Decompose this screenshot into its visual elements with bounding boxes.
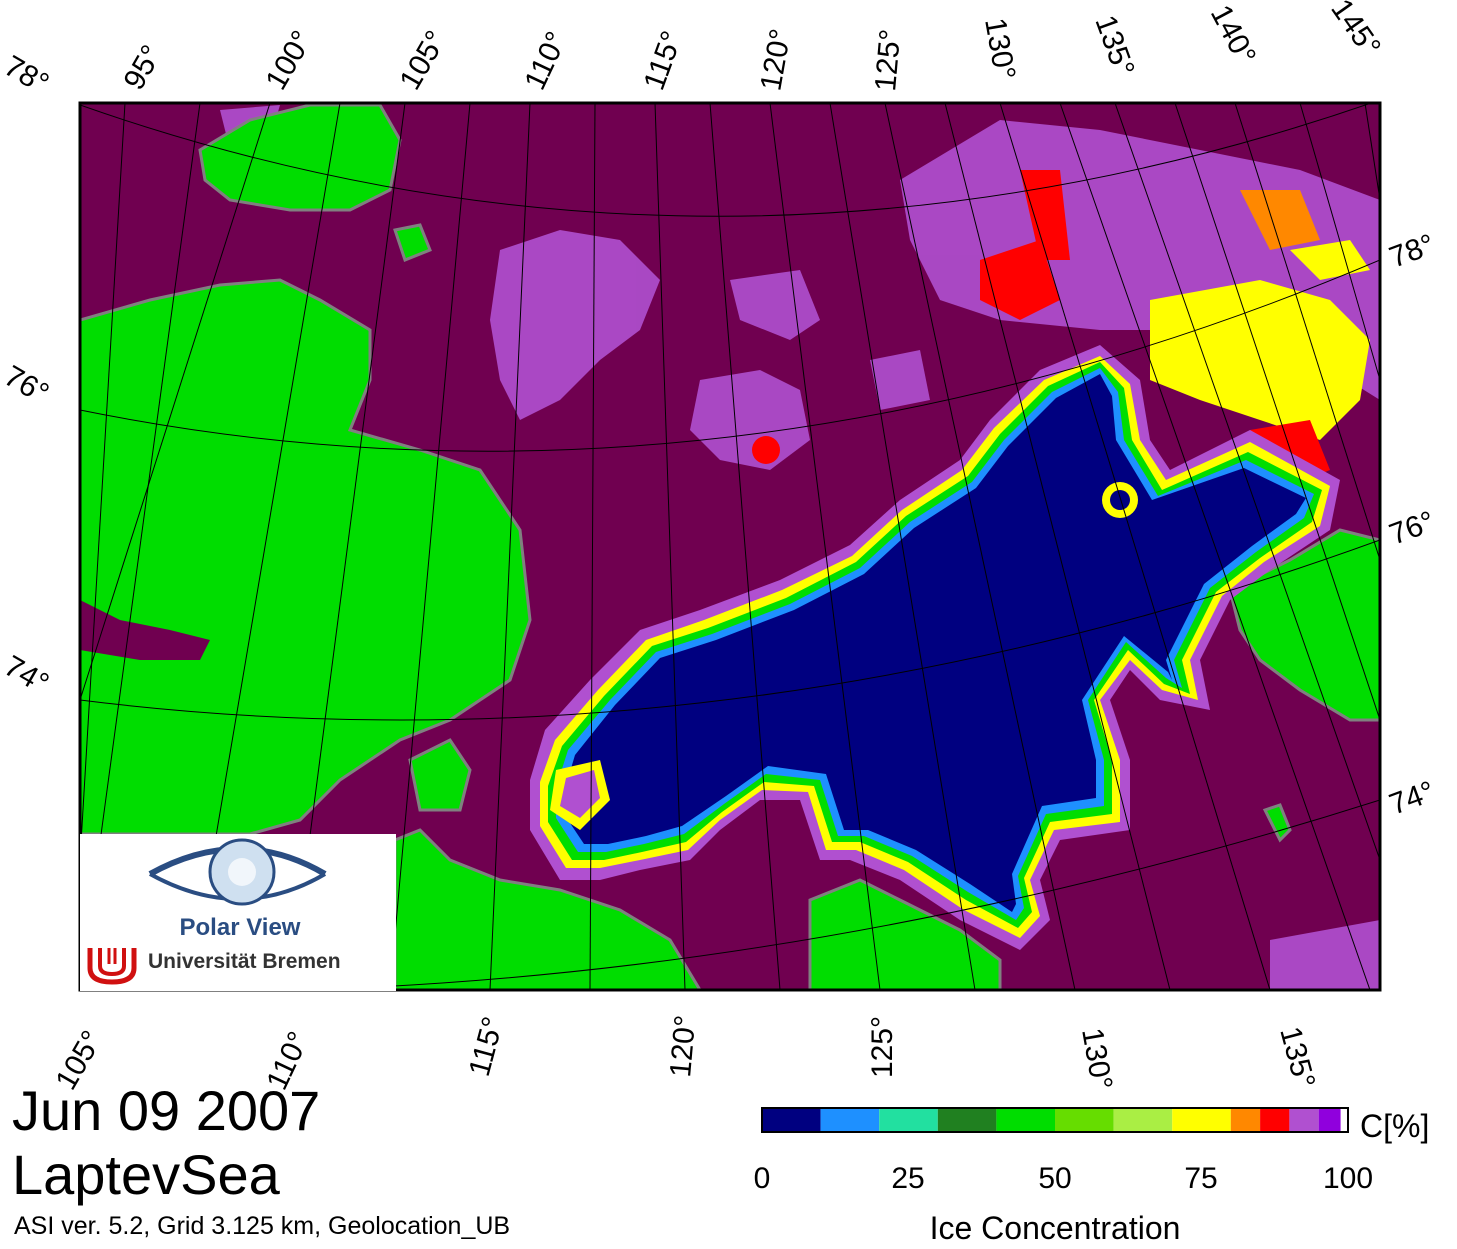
top-lon-label: 125°	[869, 28, 907, 93]
legend-color-cell	[937, 1108, 997, 1132]
top-lon-label: 140°	[1204, 0, 1262, 70]
legend-color-cell	[879, 1108, 938, 1132]
legend-frame	[761, 1107, 1349, 1133]
left-lat-label: 78°	[0, 49, 54, 100]
legend-color-cell	[1172, 1108, 1231, 1132]
legend-title: Ice Concentration	[929, 1210, 1181, 1246]
legend-color-cell	[1289, 1108, 1319, 1132]
map-date: Jun 09 2007	[12, 1079, 321, 1142]
right-lat-label: 74°	[1385, 775, 1439, 822]
legend-color-cell	[762, 1108, 821, 1132]
bottom-lon-label: 135°	[1273, 1023, 1321, 1091]
logo-name: Polar View	[179, 914, 301, 941]
map-subtitle: ASI ver. 5.2, Grid 3.125 km, Geolocation…	[14, 1212, 511, 1240]
legend-color-cell	[1230, 1108, 1261, 1132]
map-frame	[78, 101, 1382, 992]
legend-color-cell	[1055, 1108, 1114, 1132]
top-lon-label: 120°	[754, 26, 797, 93]
legend-ticks: 0 25 50 75 100	[754, 1162, 1373, 1195]
legend-tick: 0	[754, 1162, 771, 1195]
bottom-lon-label: 130°	[1075, 1025, 1118, 1092]
top-lon-label: 95°	[117, 40, 168, 96]
legend-color-cell	[1260, 1108, 1290, 1132]
legend-color-cell	[996, 1108, 1055, 1132]
legend-tick: 100	[1323, 1162, 1373, 1195]
right-lat-label: 78°	[1385, 228, 1439, 275]
left-lat-labels: 78° 76° 74°	[0, 49, 54, 700]
university-crest-icon	[87, 948, 137, 985]
legend-color-cell	[820, 1108, 880, 1132]
land-masses	[80, 103, 1380, 990]
left-lat-label: 74°	[0, 649, 54, 700]
left-lat-label: 76°	[0, 359, 54, 410]
top-lon-label: 115°	[638, 27, 689, 95]
graticule	[80, 103, 1380, 990]
top-lon-label: 110°	[518, 27, 573, 95]
bottom-lon-label: 125°	[866, 1016, 899, 1078]
top-lon-label: 105°	[393, 25, 453, 95]
top-lon-label: 130°	[978, 15, 1021, 82]
bottom-lon-label: 115°	[463, 1013, 510, 1079]
right-lat-label: 76°	[1385, 505, 1439, 552]
legend-color-cell	[1113, 1108, 1173, 1132]
top-lon-label: 145°	[1324, 0, 1387, 63]
eye-icon	[148, 838, 327, 906]
right-lat-labels: 78° 76° 74°	[1385, 228, 1439, 822]
map-region: LaptevSea	[12, 1143, 280, 1206]
legend-tick: 50	[1038, 1162, 1071, 1195]
top-lon-label: 135°	[1088, 11, 1140, 81]
legend-color-cell	[1318, 1108, 1341, 1132]
legend-colorbar	[762, 1108, 1348, 1132]
polynya	[530, 345, 1340, 950]
bottom-lon-label: 120°	[664, 1014, 702, 1079]
logo-institution: Universität Bremen	[148, 950, 341, 973]
legend-unit: C[%]	[1360, 1108, 1430, 1144]
legend-tick: 75	[1184, 1162, 1217, 1195]
legend-tick: 25	[891, 1162, 924, 1195]
polar-view-logo: Polar View Universität Bremen	[80, 834, 396, 991]
top-lon-label: 100°	[259, 25, 319, 95]
top-lon-labels: 95° 100° 105° 110° 115° 120° 125° 130° 1…	[117, 0, 1387, 96]
legend-color-cell	[1340, 1108, 1348, 1132]
